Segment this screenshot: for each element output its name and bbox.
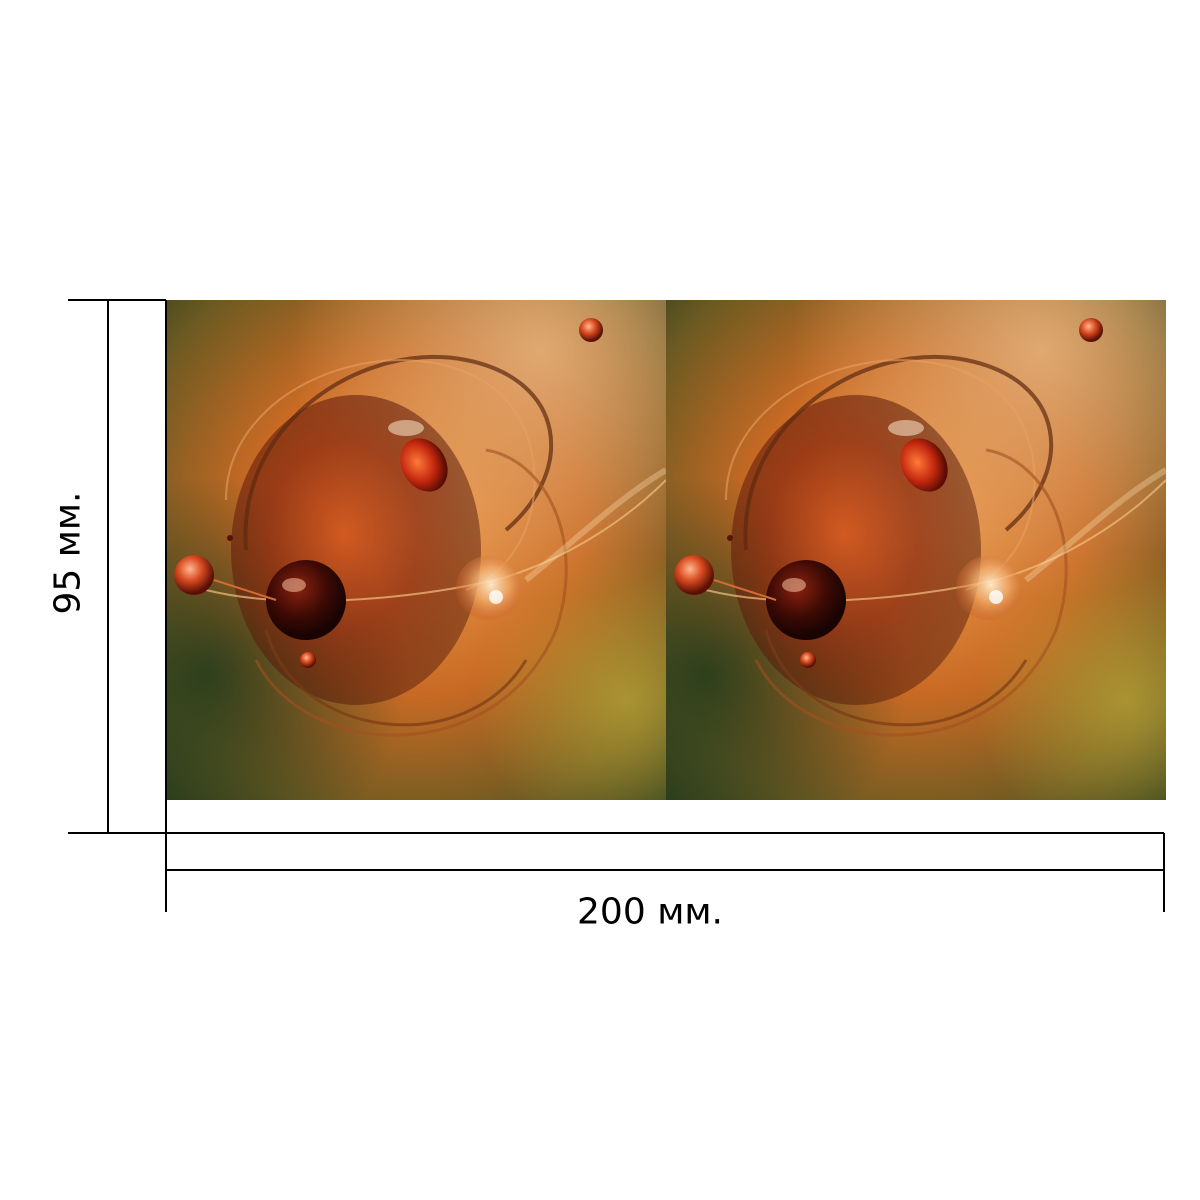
height-dimension	[68, 299, 167, 834]
height-label: 95 мм.	[48, 491, 89, 614]
width-label: 200 мм.	[577, 892, 723, 933]
artwork-panel-right	[666, 300, 1166, 800]
artwork-panel-left	[166, 300, 666, 800]
width-dimension	[165, 832, 1165, 912]
